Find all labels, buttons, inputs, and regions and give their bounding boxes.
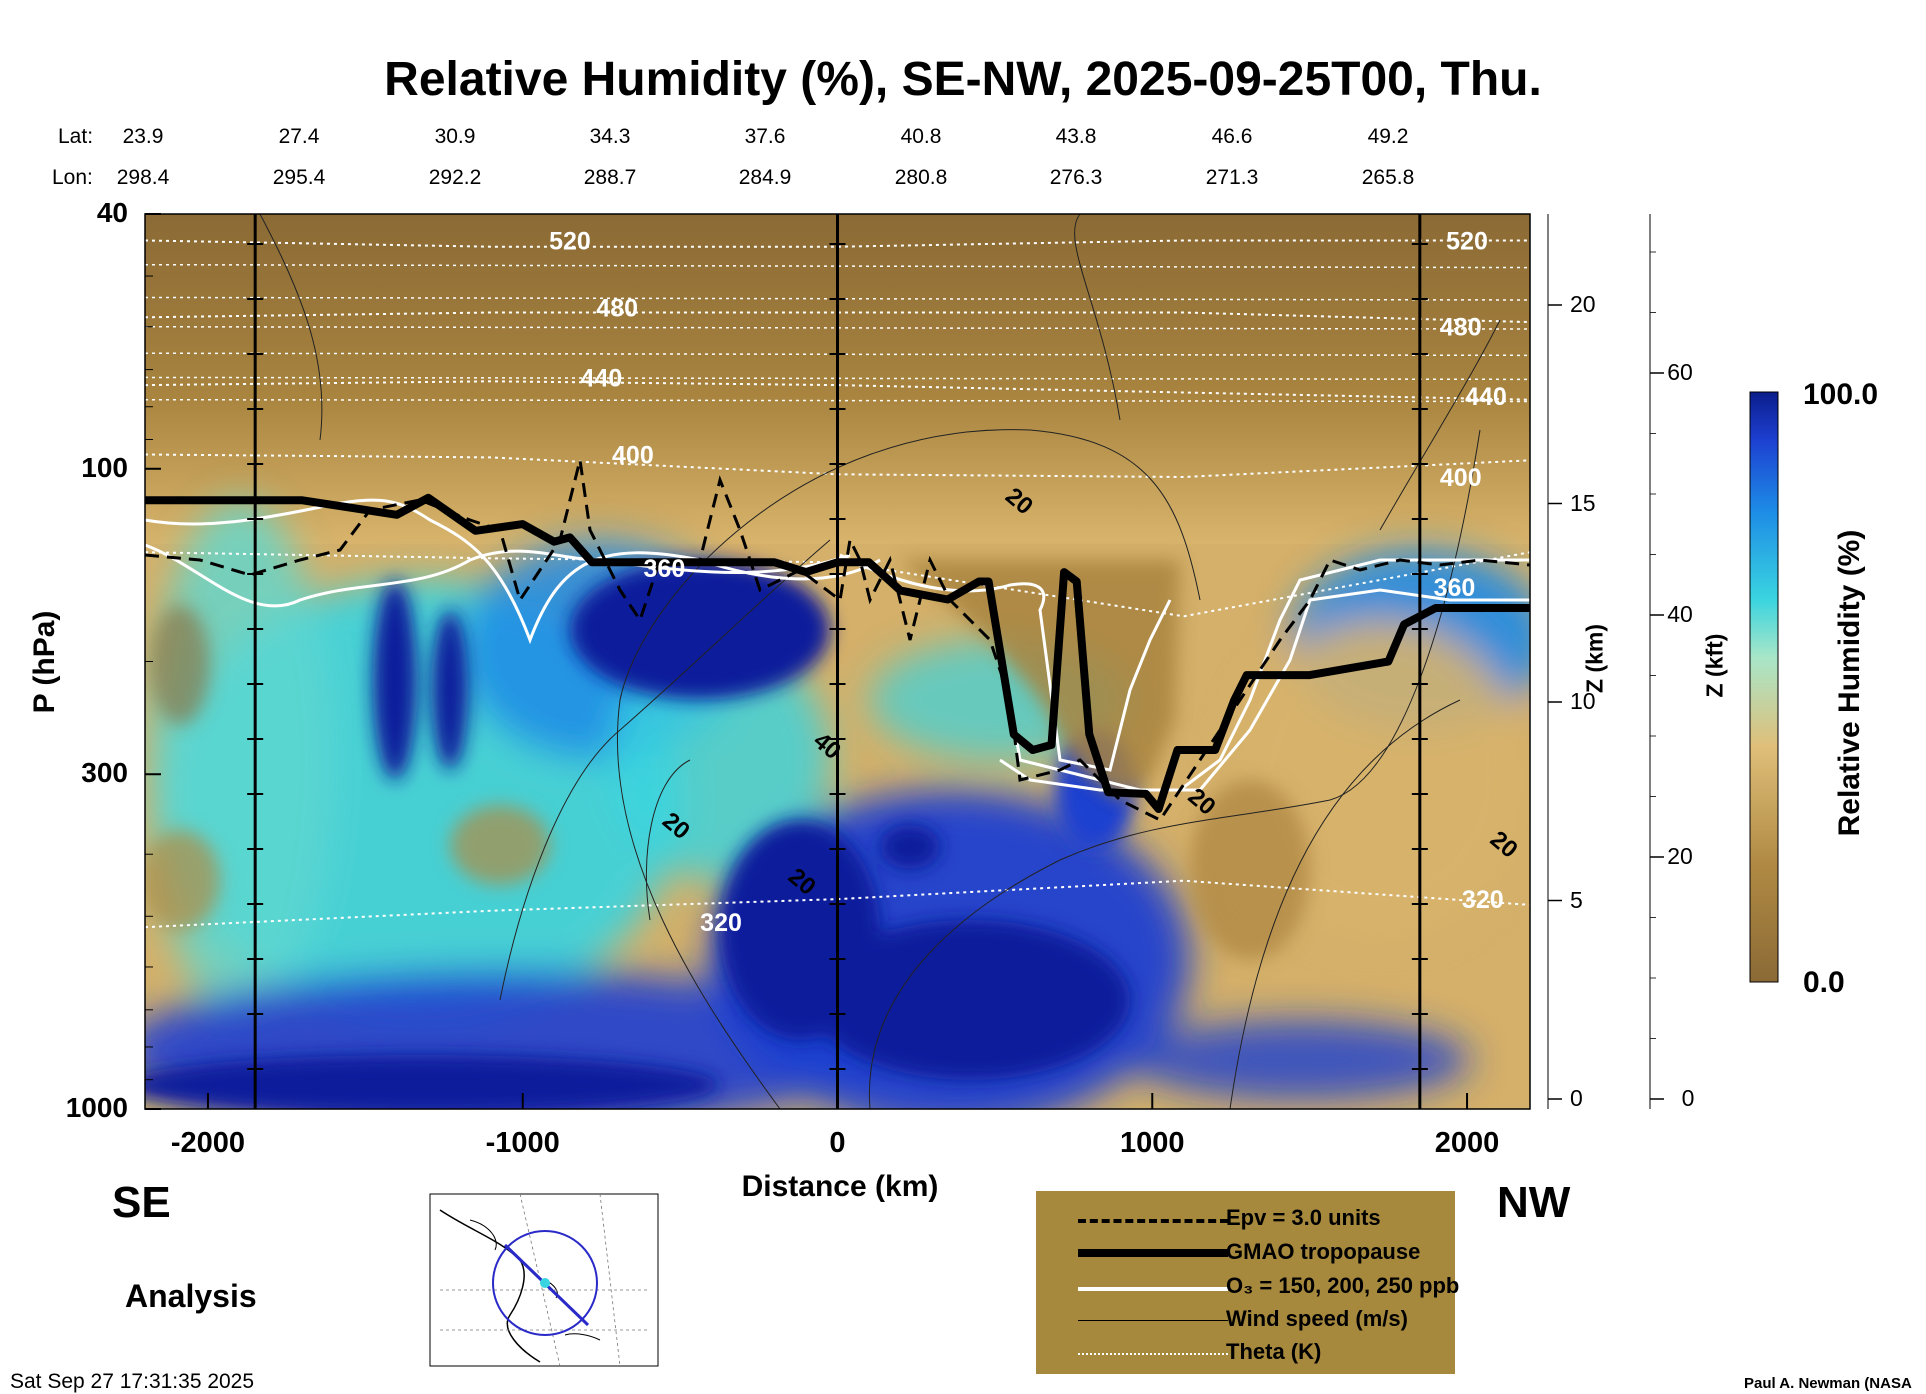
legend-item-theta: Theta (K)	[1036, 1337, 1455, 1369]
z-kft-tick-label: 40	[1667, 601, 1693, 627]
lat-value: 34.3	[589, 125, 631, 148]
lat-value: 37.6	[744, 125, 786, 148]
legend-swatch-dotted	[1078, 1353, 1228, 1355]
z-kft-tick-label: 20	[1667, 843, 1693, 869]
legend-label: O₃ = 150, 200, 250 ppb	[1226, 1273, 1460, 1298]
wind-speed-contours	[259, 214, 1501, 1109]
lon-value: 292.2	[428, 166, 482, 189]
z-km-tick-label: 15	[1570, 489, 1596, 516]
ozone-contours	[145, 498, 1530, 792]
colorbar	[1749, 391, 1779, 983]
lat-value: 27.4	[278, 125, 320, 148]
theta-label: 320	[700, 909, 742, 937]
theta-labels: 520 520 480 480 440 440 400 400 360 360 320 320	[549, 228, 1507, 937]
legend-swatch-white	[1078, 1287, 1228, 1291]
x-tick-label: -1000	[485, 1127, 560, 1159]
lon-value: 265.8	[1361, 166, 1415, 189]
x-tick-label: 2000	[1434, 1127, 1500, 1159]
lat-value: 46.6	[1211, 125, 1253, 148]
y-tick-label: 40	[96, 197, 128, 228]
lat-value: 30.9	[434, 125, 476, 148]
z-km-axis-title: Z (km)	[1581, 624, 1608, 693]
lat-value: 40.8	[900, 125, 942, 148]
x-tick-label: 1000	[1120, 1127, 1185, 1159]
z-kft-axis-title: Z (kft)	[1701, 633, 1728, 698]
legend-item-wind: Wind speed (m/s)	[1036, 1304, 1455, 1336]
legend-label: Epv = 3.0 units	[1226, 1205, 1381, 1230]
chart-title: Relative Humidity (%), SE-NW, 2025-09-25…	[384, 53, 1542, 106]
x-axis-title: Distance (km)	[741, 1170, 939, 1203]
lon-label: Lon:	[52, 166, 93, 189]
lon-value: 298.4	[116, 166, 170, 189]
lon-value: 288.7	[583, 166, 637, 189]
lat-label: Lat:	[58, 125, 94, 148]
legend-label: GMAO tropopause	[1226, 1239, 1421, 1264]
theta-label: 480	[596, 295, 638, 323]
lon-value: 295.4	[272, 166, 326, 189]
legend-item-epv: Epv = 3.0 units	[1036, 1203, 1455, 1235]
theta-label: 520	[549, 228, 591, 256]
legend-swatch-thin	[1078, 1320, 1228, 1321]
colorbar-min-label: 0.0	[1803, 966, 1845, 999]
plot-axes	[144, 213, 1664, 1110]
legend-item-tropopause: GMAO tropopause	[1036, 1237, 1455, 1269]
legend-label: Wind speed (m/s)	[1226, 1306, 1408, 1331]
x-tick-label: -2000	[170, 1127, 246, 1159]
nw-label: NW	[1497, 1178, 1571, 1227]
z-km-tick-label: 0	[1570, 1085, 1583, 1111]
z-kft-tick-label: 0	[1681, 1085, 1695, 1111]
theta-label: 400	[612, 442, 654, 470]
theta-label: 520	[1446, 228, 1488, 256]
theta-label: 440	[581, 364, 623, 392]
y-tick-label: 300	[81, 757, 128, 789]
lat-value: 49.2	[1367, 125, 1409, 148]
theta-label: 480	[1440, 314, 1482, 342]
se-label: SE	[112, 1178, 171, 1227]
z-km-tick-label: 5	[1570, 886, 1583, 913]
colorbar-title: Relative Humidity (%)	[1833, 529, 1866, 837]
epv-contour	[145, 459, 1530, 822]
colorbar-max-label: 100.0	[1803, 378, 1879, 411]
lon-value: 271.3	[1205, 166, 1259, 189]
timestamp: Sat Sep 27 17:31:35 2025	[10, 1370, 255, 1393]
theta-label: 400	[1440, 464, 1482, 492]
lat-value: 23.9	[122, 125, 164, 148]
legend-item-ozone: O₃ = 150, 200, 250 ppb	[1036, 1271, 1459, 1303]
y-tick-label: 1000	[65, 1092, 128, 1123]
theta-label: 320	[1462, 886, 1504, 914]
theta-label: 360	[644, 555, 686, 583]
vertical-reference-lines	[247, 214, 1428, 1109]
theta-label: 360	[1434, 574, 1476, 602]
legend-swatch-dashed	[1078, 1219, 1228, 1223]
z-km-tick-label: 20	[1570, 291, 1596, 317]
legend-swatch-thick	[1078, 1249, 1228, 1257]
gmao-tropopause-line	[145, 493, 1530, 813]
lat-value: 43.8	[1055, 125, 1097, 148]
theta-label: 440	[1465, 383, 1507, 411]
author-credit: Paul A. Newman (NASA	[1744, 1375, 1912, 1392]
z-kft-tick-label: 60	[1667, 359, 1693, 385]
y-axis-title: P (hPa)	[28, 610, 61, 714]
z-km-tick-label: 10	[1570, 688, 1596, 714]
x-tick-label: 0	[829, 1127, 846, 1159]
y-tick-label: 100	[81, 451, 128, 483]
analysis-label: Analysis	[125, 1278, 257, 1314]
legend-label: Theta (K)	[1226, 1339, 1322, 1364]
location-minimap	[429, 1193, 659, 1367]
lon-value: 276.3	[1049, 166, 1103, 189]
lon-value: 284.9	[738, 166, 792, 189]
lon-value: 280.8	[894, 166, 948, 189]
legend: Epv = 3.0 units GMAO tropopause O₃ = 150…	[1036, 1191, 1459, 1374]
